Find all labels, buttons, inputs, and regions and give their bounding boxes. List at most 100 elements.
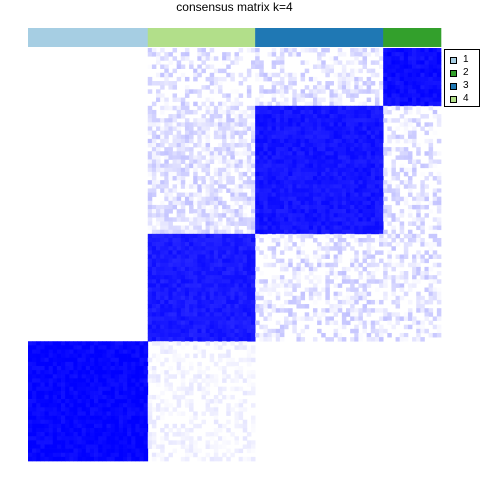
heatmap-cell (168, 258, 173, 264)
heatmap-cell (275, 200, 281, 206)
heatmap-cell (61, 440, 66, 445)
heatmap-cell (284, 180, 289, 185)
heatmap-cell (69, 357, 74, 363)
heatmap-cell (358, 209, 363, 214)
heatmap-cell (110, 407, 116, 412)
heatmap-cell (32, 382, 37, 388)
heatmap-cell (28, 341, 33, 346)
heatmap-cell (106, 403, 111, 408)
heatmap-cell (358, 312, 363, 317)
heatmap-cell (122, 411, 128, 416)
heatmap-cell (246, 291, 252, 297)
heatmap-cell (230, 320, 235, 326)
heatmap-cell (226, 246, 231, 251)
heatmap-cell (383, 151, 388, 156)
heatmap-cell (65, 382, 70, 388)
heatmap-cell (399, 271, 405, 276)
heatmap-cell (61, 370, 66, 375)
heatmap-cell (383, 229, 388, 235)
heatmap-cell (407, 287, 413, 293)
heatmap-cell (164, 76, 169, 82)
heatmap-cell (251, 250, 256, 255)
heatmap-cell (296, 163, 301, 169)
heatmap-cell (205, 126, 211, 131)
heatmap-cell (73, 374, 78, 379)
heatmap-cell (222, 229, 227, 235)
heatmap-cell (234, 378, 239, 383)
heatmap-cell (102, 394, 107, 400)
heatmap-cell (403, 171, 409, 177)
heatmap-cell (312, 76, 318, 82)
heatmap-cell (395, 97, 401, 103)
heatmap-cell (300, 233, 306, 239)
heatmap-cell (325, 242, 330, 247)
heatmap-cell (366, 262, 372, 268)
heatmap-cell (304, 275, 310, 280)
heatmap-cell (160, 188, 165, 193)
heatmap-cell (358, 308, 363, 313)
heatmap-cell (251, 246, 256, 251)
heatmap-cell (420, 68, 425, 74)
heatmap-cell (292, 138, 297, 144)
heatmap-cell (52, 349, 58, 354)
heatmap-cell (94, 427, 99, 433)
heatmap-cell (395, 279, 401, 284)
heatmap-cell (143, 436, 149, 441)
heatmap-cell (246, 444, 252, 449)
heatmap-cell (201, 295, 206, 301)
heatmap-cell (226, 114, 231, 119)
heatmap-cell (271, 89, 277, 94)
heatmap-cell (407, 299, 413, 305)
heatmap-cell (337, 271, 343, 276)
heatmap-cell (61, 361, 66, 367)
heatmap-cell (135, 411, 140, 416)
heatmap-cell (189, 407, 194, 412)
heatmap-cell (110, 440, 116, 445)
heatmap-cell (279, 147, 285, 152)
heatmap-cell (412, 204, 417, 210)
heatmap-cell (304, 200, 310, 206)
heatmap-cell (424, 76, 429, 82)
heatmap-cell (217, 444, 223, 449)
heatmap-cell (350, 295, 355, 301)
heatmap-cell (325, 225, 330, 231)
heatmap-cell (416, 72, 421, 78)
heatmap-cell (424, 316, 429, 321)
heatmap-cell (362, 184, 368, 189)
heatmap-cell (358, 188, 363, 193)
heatmap-cell (329, 304, 334, 309)
heatmap-cell (156, 378, 161, 383)
heatmap-cell (205, 142, 211, 148)
heatmap-cell (284, 237, 289, 243)
heatmap-cell (197, 287, 202, 293)
heatmap-cell (366, 275, 372, 280)
heatmap-cell (213, 250, 219, 255)
heatmap-cell (333, 97, 339, 103)
heatmap-cell (383, 328, 388, 334)
heatmap-cell (180, 271, 186, 276)
heatmap-cell (139, 378, 144, 383)
heatmap-cell (184, 200, 190, 206)
heatmap-cell (176, 180, 182, 185)
heatmap-cell (300, 60, 306, 65)
heatmap-cell (288, 81, 293, 86)
heatmap-cell (350, 200, 355, 206)
heatmap-cell (267, 130, 273, 136)
heatmap-cell (114, 361, 120, 367)
heatmap-cell (362, 105, 368, 111)
heatmap-cell (110, 370, 116, 375)
heatmap-cell (234, 213, 239, 218)
heatmap-cell (135, 423, 140, 429)
heatmap-cell (362, 159, 368, 164)
heatmap-cell (184, 217, 190, 222)
heatmap-cell (312, 291, 318, 297)
heatmap-cell (407, 184, 413, 189)
heatmap-cell (288, 138, 293, 144)
heatmap-cell (358, 114, 363, 119)
heatmap-cell (246, 304, 252, 309)
heatmap-cell (292, 200, 297, 206)
heatmap-cell (337, 324, 343, 330)
heatmap-cell (234, 229, 239, 235)
heatmap-cell (122, 366, 128, 371)
heatmap-cell (383, 93, 388, 98)
